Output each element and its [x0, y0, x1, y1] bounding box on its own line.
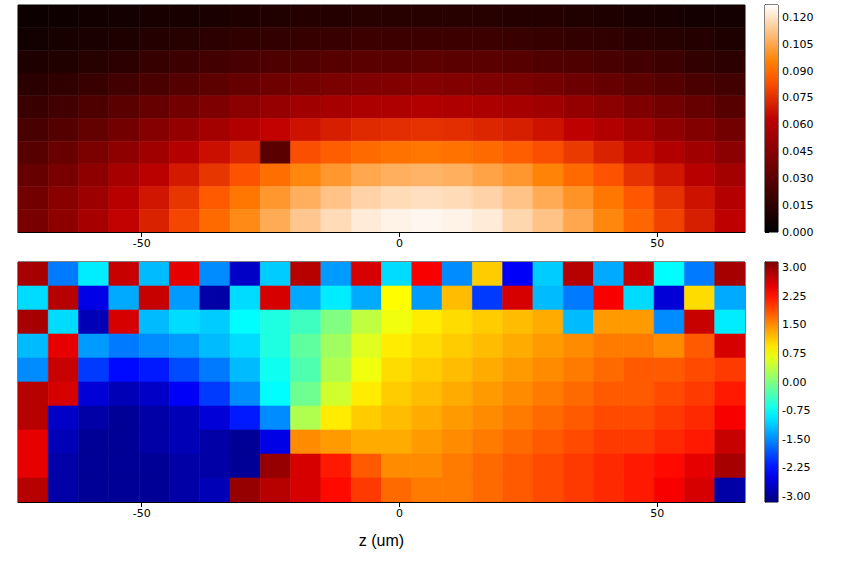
svg-text:z (um): z (um)	[359, 532, 404, 549]
svg-text:-0.75: -0.75	[782, 404, 810, 417]
svg-text:-2.25: -2.25	[782, 461, 810, 474]
svg-text:0.105: 0.105	[782, 38, 814, 51]
svg-text:0.090: 0.090	[782, 65, 814, 78]
svg-text:0: 0	[396, 507, 403, 520]
svg-text:0.060: 0.060	[782, 118, 814, 131]
svg-text:0.030: 0.030	[782, 172, 814, 185]
svg-text:-3.00: -3.00	[782, 490, 810, 503]
svg-text:50: 50	[650, 507, 664, 520]
svg-text:0.120: 0.120	[782, 11, 814, 24]
svg-text:2.25: 2.25	[782, 290, 807, 303]
svg-text:0: 0	[396, 237, 403, 250]
svg-text:-50: -50	[133, 237, 151, 250]
svg-text:0.045: 0.045	[782, 145, 814, 158]
svg-text:0.75: 0.75	[782, 347, 807, 360]
svg-text:-50: -50	[133, 507, 151, 520]
svg-text:0.000: 0.000	[782, 226, 814, 239]
svg-text:3.00: 3.00	[782, 261, 807, 274]
svg-text:0.00: 0.00	[782, 376, 807, 389]
svg-text:-1.50: -1.50	[782, 433, 810, 446]
svg-text:0.015: 0.015	[782, 199, 814, 212]
svg-text:0.075: 0.075	[782, 91, 814, 104]
svg-text:1.50: 1.50	[782, 318, 807, 331]
svg-text:50: 50	[650, 237, 664, 250]
